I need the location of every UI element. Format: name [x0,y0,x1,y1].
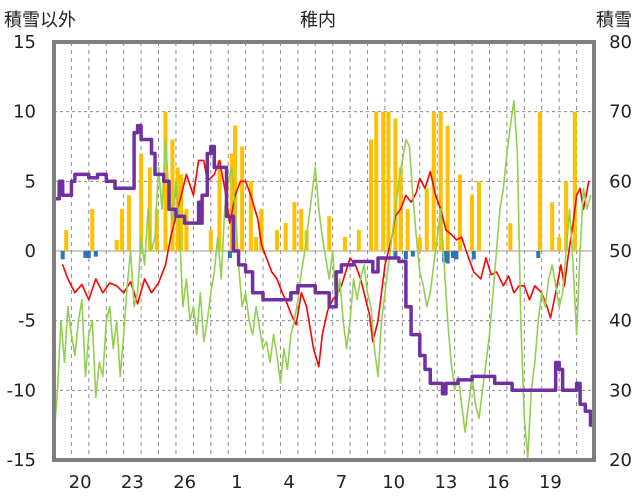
left-tick-label: 10 [13,102,36,123]
bar-mark [60,251,65,260]
right-tick-label: 70 [609,102,632,123]
bar-mark [471,251,476,260]
bar-mark [356,230,361,251]
bar-mark [417,237,422,251]
bar-mark [424,188,429,251]
series-line-3 [53,99,592,458]
bar-mark [208,230,213,251]
bar-mark [119,209,124,251]
x-tick-label: 23 [121,472,144,493]
bar-mark [217,160,222,251]
bar-mark [147,167,152,251]
bar-mark [114,239,119,251]
bar-mark [445,251,450,264]
left-tick-label: -5 [18,311,36,332]
bar-mark [454,251,459,260]
bar-mark [342,237,347,251]
bar-mark [170,139,175,251]
left-axis-title: 積雪以外 [4,10,76,31]
bar-mark [508,223,513,251]
bar-mark [327,216,332,251]
x-tick-label: 1 [231,472,242,493]
bar-mark [83,251,88,258]
left-tick-label: -15 [7,450,36,471]
bar-mark [386,111,391,252]
bar-series-layer [60,111,577,264]
bar-mark [405,209,410,251]
bar-mark [90,209,95,251]
bar-mark [572,111,577,252]
bar-mark [477,181,482,251]
right-tick-label: 60 [609,171,632,192]
x-tick-label: 20 [69,472,92,493]
bar-mark [410,251,415,257]
bar-mark [240,146,245,251]
left-tick-label: 15 [13,32,36,53]
right-tick-label: 50 [609,241,632,262]
bar-mark [457,174,462,251]
bar-mark [431,111,436,252]
x-tick-label: 19 [539,472,562,493]
bar-mark [283,223,288,251]
x-tick-label: 10 [382,472,405,493]
bar-mark [403,251,408,260]
bar-mark [254,237,259,251]
left-tick-label: 5 [25,171,36,192]
left-tick-label: 0 [25,241,36,262]
x-tick-label: 26 [173,472,196,493]
bar-mark [274,230,279,251]
series-line-2 [61,159,590,368]
bar-mark [93,251,98,257]
bar-mark [299,209,304,251]
bar-mark [557,237,562,251]
right-tick-label: 40 [609,311,632,332]
right-tick-label: 30 [609,380,632,401]
bar-mark [438,111,443,252]
bar-mark [64,230,69,251]
bar-mark [550,202,555,251]
bar-mark [381,111,386,252]
right-tick-label: 80 [609,32,632,53]
bar-mark [229,153,234,251]
bar-mark [564,181,569,251]
bar-mark [393,251,398,258]
bar-mark [248,181,253,251]
bar-mark [470,195,475,251]
bar-mark [154,209,159,251]
chart-title: 稚内 [300,10,336,31]
left-tick-label: -10 [7,380,36,401]
bar-mark [445,125,450,251]
bar-mark [536,251,541,258]
bar-mark [86,251,91,258]
x-tick-label: 16 [487,472,510,493]
bar-mark [139,153,144,251]
bar-mark [227,251,232,258]
series-line-4 [52,123,593,427]
bar-mark [179,174,184,251]
bar-mark [369,139,374,251]
bar-mark [233,125,238,251]
right-tick-label: 20 [609,450,632,471]
line-series-layer [52,99,593,458]
x-tick-label: 4 [283,472,294,493]
bar-mark [126,195,131,251]
x-tick-label: 13 [434,472,457,493]
bar-mark [184,209,189,251]
plot-frame [52,40,596,462]
bar-mark [538,111,542,252]
right-axis-title: 積雪 [596,10,632,31]
x-tick-label: 7 [336,472,347,493]
bar-mark [374,111,379,252]
bar-mark [259,209,264,251]
bar-mark [393,118,398,251]
bar-mark [450,251,455,258]
bar-mark [292,202,297,251]
